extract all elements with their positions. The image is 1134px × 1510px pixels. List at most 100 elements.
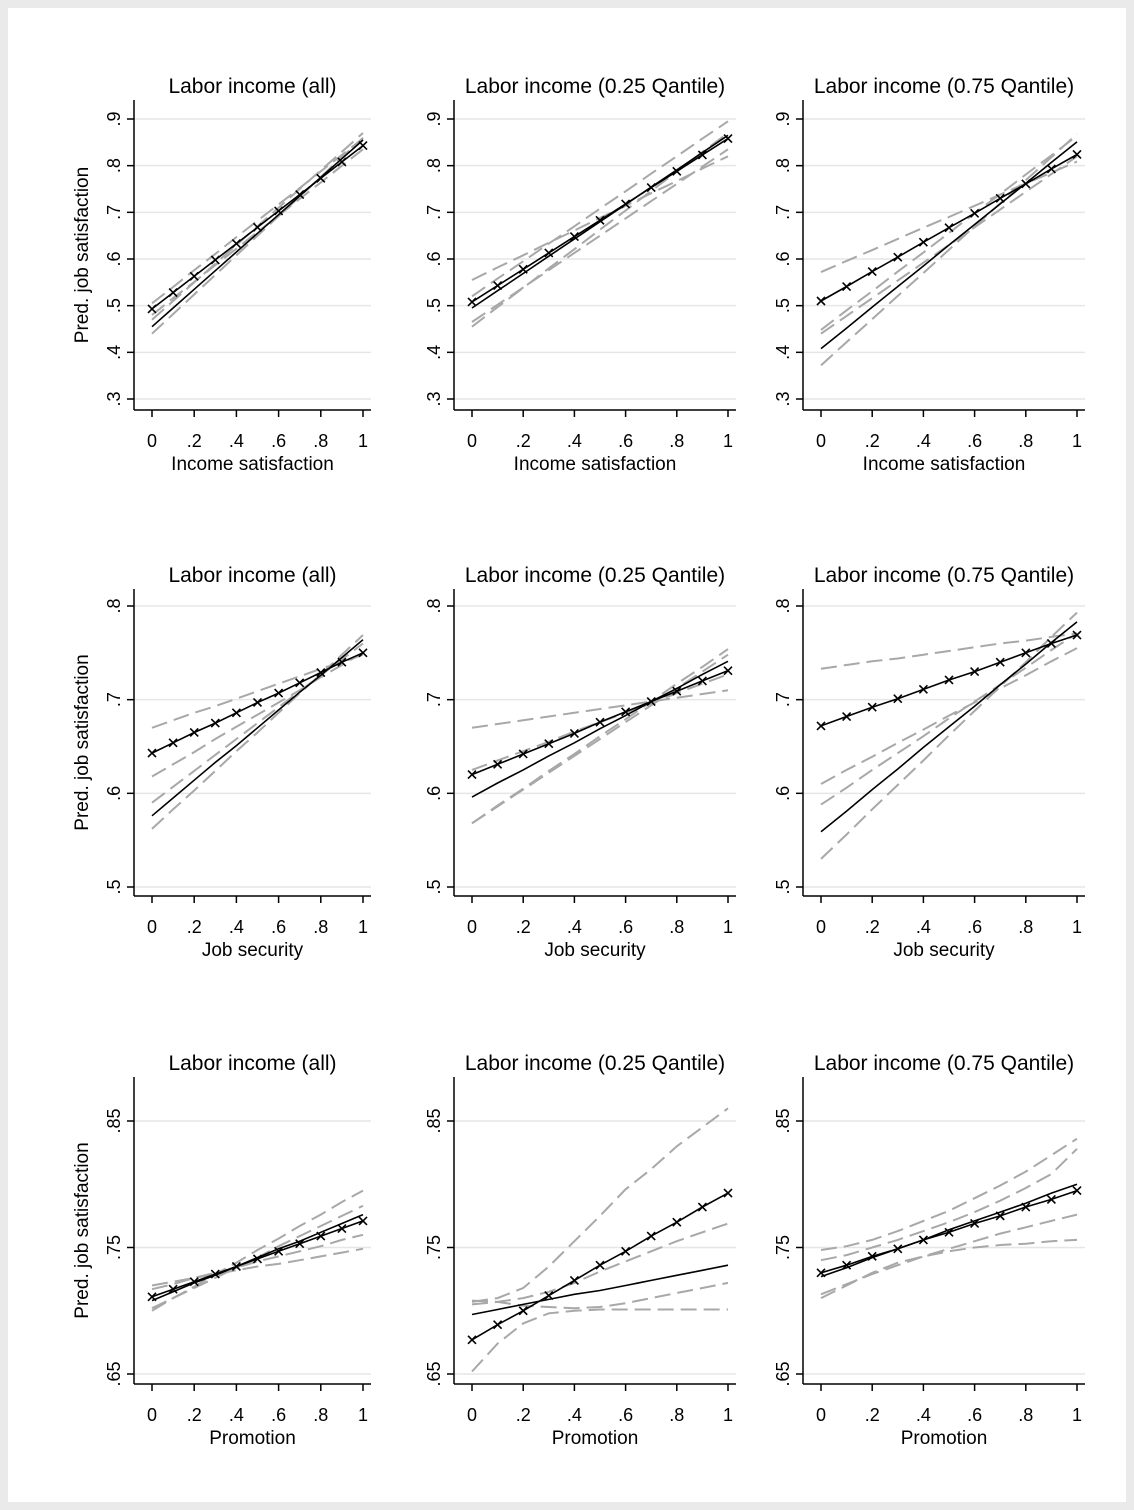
y-tick-label: .75 [773,1235,793,1260]
y-tick-label: .65 [104,1361,124,1386]
y-tick-label: .5 [104,298,124,313]
y-tick-label: .8 [104,598,124,613]
ci-dashed-line [151,1189,364,1312]
x-marker [723,666,733,676]
ci-dashed-line [471,120,729,298]
y-tick-label: .5 [773,879,793,894]
ci-dashed-line [820,632,1078,806]
panel-title: Labor income (0.75 Qantile) [814,564,1074,587]
y-tick-label: .75 [424,1235,444,1260]
ci-dashed-line [820,160,1078,274]
x-marker [944,675,954,685]
y-tick-label: .9 [424,111,444,126]
x-tick-label: .8 [313,917,328,937]
x-marker [1072,149,1082,160]
chart-panel-3: .3 .4 .5 .6 .7 .8 .9 0 .2 .4 .6 .8 1 Income satisfact… [773,75,1085,475]
x-tick-label: .4 [229,431,244,451]
panel-title: Labor income (0.25 Qantile) [465,564,725,587]
chart-panel-4: .5 .6 .7 .8 0 .2 .4 .6 .8 1 Job security Pred. job … [72,564,371,961]
y-tick-label: .85 [424,1108,444,1133]
ci-dashed-line [820,1137,1078,1251]
y-tick-label: .7 [104,692,124,707]
x-marker [168,288,178,298]
chart-panel-7: .65 .75 .85 0 .2 .4 .6 .8 1 Promotion Pred. job sa… [72,1052,371,1449]
y-tick-label: .85 [104,1108,124,1133]
panel-title: Labor income (0.25 Qantile) [465,1052,725,1075]
chart-grid-svg: .3 .4 .5 .6 .7 .8 .9 0 .2 .4 .6 .8 1 Income satisfact… [72,75,1085,1449]
x-tick-label: 1 [358,1405,368,1425]
x-tick-label: .8 [669,1405,684,1425]
prediction-line [820,621,1078,833]
x-axis-title: Job security [202,940,304,961]
y-tick-label: .75 [104,1235,124,1260]
y-tick-label: .5 [424,879,444,894]
chart-panel-8: .65 .75 .85 0 .2 .4 .6 .8 1 Promotion Labor income… [424,1052,736,1449]
ci-dashed-line [820,611,1078,860]
panel-title: Labor income (all) [168,75,336,98]
figure: .3 .4 .5 .6 .7 .8 .9 0 .2 .4 .6 .8 1 Income satisfact… [8,8,1126,1502]
x-marker [569,1275,579,1285]
x-marker [147,748,157,758]
x-tick-label: .2 [187,431,202,451]
x-marker [970,667,980,677]
x-marker [274,206,284,216]
chart-panel-2: .3 .4 .5 .6 .7 .8 .9 0 .2 .4 .6 .8 1 Income satisfact… [424,75,736,475]
x-marker [842,711,852,722]
prediction-line [820,1183,1078,1278]
x-tick-label: 1 [723,917,733,937]
x-tick-label: .8 [313,431,328,451]
y-tick-label: .85 [773,1108,793,1133]
plot-area [803,589,1085,896]
y-tick-label: .7 [104,205,124,220]
x-marker [544,248,554,258]
x-tick-label: 1 [1072,1405,1082,1425]
x-marker [147,304,157,314]
x-marker [295,1239,305,1249]
x-tick-label: .2 [865,1405,880,1425]
x-marker [672,1217,682,1227]
x-tick-label: .8 [669,431,684,451]
x-marker [995,657,1005,667]
x-tick-label: .2 [516,917,531,937]
y-tick-label: .6 [424,251,444,266]
x-marker [493,759,503,769]
x-tick-label: .6 [271,431,286,451]
plot-area [134,100,371,410]
x-tick-label: .4 [567,917,582,937]
y-tick-label: .8 [424,158,444,173]
prediction-line [151,1213,364,1302]
x-axis-title: Job security [893,940,995,961]
y-tick-label: .7 [773,205,793,220]
x-marker [893,694,903,704]
panel-title: Labor income (0.75 Qantile) [814,1052,1074,1075]
x-tick-label: .4 [567,431,582,451]
x-tick-label: .4 [229,1405,244,1425]
ci-dashed-line [820,1238,1078,1299]
x-tick-label: .8 [1018,431,1033,451]
x-tick-label: .8 [1018,1405,1033,1425]
x-marker [518,1306,528,1316]
x-marker [189,727,199,738]
x-tick-label: 1 [723,1405,733,1425]
prediction-line [471,660,729,798]
x-tick-label: .2 [187,917,202,937]
ci-dashed-line [471,1308,728,1373]
x-tick-label: .2 [865,917,880,937]
panel-title: Labor income (0.25 Qantile) [465,75,725,98]
x-tick-label: 1 [358,431,368,451]
x-marker [168,738,178,748]
x-marker [697,150,707,160]
y-tick-label: .7 [773,692,793,707]
y-axis-title: Pred. job satisfaction [72,167,93,343]
x-marker [231,239,241,249]
y-tick-label: .7 [424,205,444,220]
x-tick-label: .6 [967,1405,982,1425]
y-tick-label: .5 [424,298,444,313]
x-tick-label: 1 [358,917,368,937]
x-marker [672,686,682,696]
y-tick-label: .7 [424,692,444,707]
x-tick-label: .4 [916,431,931,451]
y-tick-label: .3 [424,391,444,406]
x-tick-label: 0 [147,431,157,451]
x-tick-label: .6 [967,431,982,451]
